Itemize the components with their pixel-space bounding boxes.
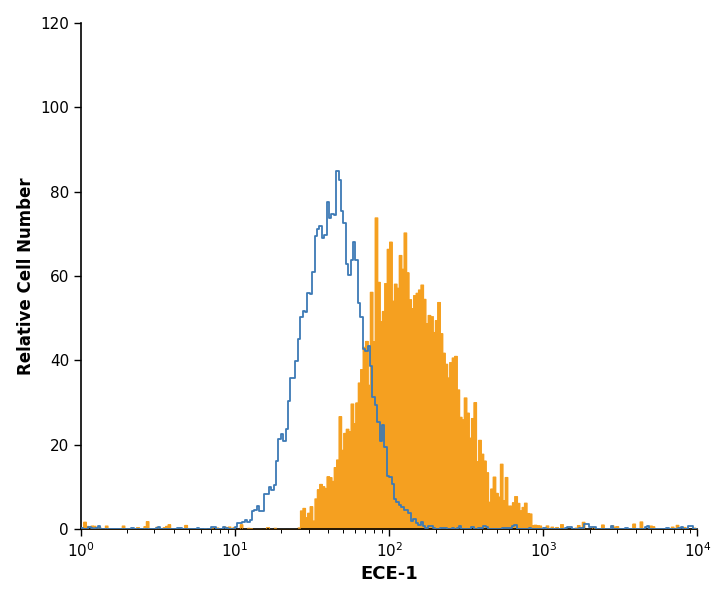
Y-axis label: Relative Cell Number: Relative Cell Number xyxy=(17,177,35,375)
X-axis label: ECE-1: ECE-1 xyxy=(360,565,418,583)
